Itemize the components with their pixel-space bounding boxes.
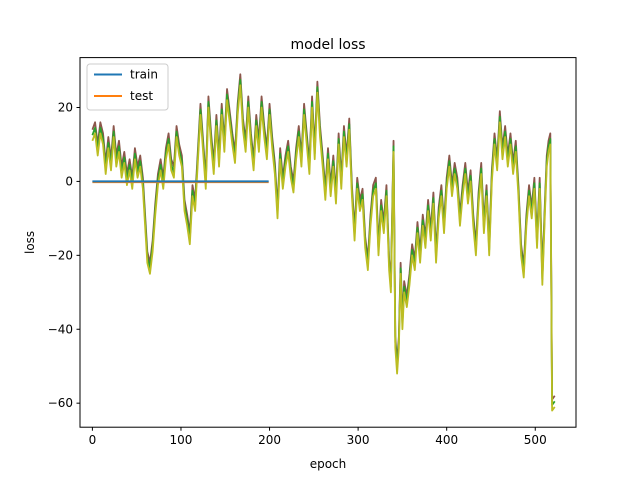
x-tick-label: 100 xyxy=(170,433,193,447)
x-axis: 0 100 200 300 400 500 xyxy=(89,427,547,447)
x-tick-label: 500 xyxy=(524,433,547,447)
plot-frame xyxy=(79,57,577,428)
y-tick-label: 20 xyxy=(58,100,73,114)
y-tick-label: −40 xyxy=(48,322,73,336)
chart-title: model loss xyxy=(290,37,365,53)
x-tick-label: 400 xyxy=(435,433,458,447)
y-axis: −60 −40 −20 0 20 xyxy=(48,100,80,410)
y-tick-label: 0 xyxy=(65,174,73,188)
plot-lines xyxy=(91,73,556,412)
y-tick-label: −60 xyxy=(48,396,73,410)
x-tick-label: 300 xyxy=(347,433,370,447)
series-line xyxy=(91,84,556,412)
y-tick-label: −20 xyxy=(48,248,73,262)
x-axis-title: epoch xyxy=(310,457,347,471)
x-tick-label: 0 xyxy=(89,433,97,447)
legend: train test xyxy=(86,63,169,111)
legend-label-train: train xyxy=(130,68,158,82)
x-tick-label: 200 xyxy=(258,433,281,447)
y-axis-title: loss xyxy=(23,231,37,254)
legend-label-test: test xyxy=(130,89,153,103)
